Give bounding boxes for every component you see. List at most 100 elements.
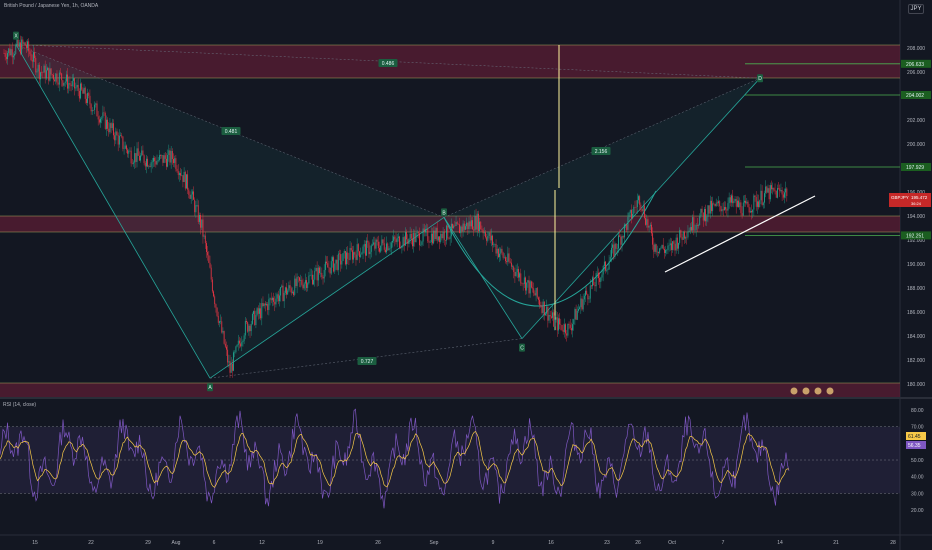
candle-body	[488, 232, 490, 236]
candle-body	[747, 201, 749, 208]
candle-body	[593, 277, 595, 286]
candle-body	[778, 188, 779, 189]
candle-body	[270, 298, 272, 301]
ratio-label-xb-bg	[378, 59, 398, 67]
candle-body	[450, 223, 452, 237]
candle-body	[28, 41, 30, 52]
candle-body	[455, 222, 457, 226]
candle-body	[741, 213, 743, 216]
candle-body	[386, 243, 387, 253]
candle-body	[95, 103, 97, 105]
candle-body	[202, 219, 204, 237]
candle-body	[326, 261, 327, 264]
candle-body	[8, 48, 10, 54]
candle-body	[716, 202, 718, 204]
candle-body	[353, 252, 355, 260]
candle-body	[615, 243, 617, 249]
candle-body	[740, 202, 742, 214]
rsi-tick: 40.00	[911, 475, 924, 481]
candle-body	[600, 277, 602, 282]
candle-body	[161, 155, 163, 156]
candle-body	[163, 155, 165, 163]
candle-body	[360, 254, 362, 258]
time-tick: 26	[635, 540, 641, 546]
candle-body	[69, 83, 71, 85]
candle-body	[16, 39, 18, 46]
candle-body	[113, 123, 114, 136]
candle-body	[361, 253, 363, 255]
candle-body	[661, 244, 663, 249]
candle-body	[547, 306, 549, 321]
ratio-label-xb2-bg	[221, 127, 241, 135]
candle-body	[114, 135, 116, 141]
candle-body	[620, 236, 622, 245]
candle-body	[80, 83, 81, 99]
candle-body	[124, 145, 126, 149]
candle-body	[686, 237, 688, 238]
candle-body	[307, 283, 309, 288]
candle-body	[94, 104, 96, 111]
level-tag-2: 204.002	[906, 93, 924, 99]
candle-body	[347, 252, 349, 259]
candle-body	[25, 45, 27, 49]
candle-body	[247, 322, 249, 332]
candle-body	[254, 311, 256, 325]
candle-body	[253, 311, 254, 314]
candle-body	[678, 242, 679, 249]
candle-body	[176, 168, 178, 172]
candle-body	[153, 157, 154, 162]
candle-body	[239, 340, 240, 344]
candle-body	[193, 191, 194, 200]
harmonic-leg	[209, 217, 445, 379]
candle-body	[174, 158, 176, 163]
candle-body	[552, 312, 553, 318]
candle-body	[445, 240, 446, 241]
candle-body	[420, 244, 422, 246]
price-tick: 208.000	[907, 46, 925, 52]
candle-body	[220, 321, 222, 322]
candle-body	[742, 202, 744, 216]
candle-body	[168, 150, 170, 156]
candle-body	[236, 344, 238, 347]
candle-body	[614, 243, 616, 257]
candle-body	[60, 72, 61, 74]
candle-body	[128, 150, 130, 154]
candle-body	[402, 237, 404, 247]
candle-body	[473, 229, 475, 231]
candle-body	[707, 205, 709, 217]
candle-body	[211, 279, 213, 292]
candle-body	[208, 255, 210, 263]
candle-body	[84, 87, 86, 99]
point-label-c: C	[520, 346, 524, 352]
candle-body	[545, 313, 546, 316]
candle-body	[181, 175, 183, 176]
candle-body	[405, 232, 406, 246]
candle-body	[367, 240, 369, 243]
price-tick: 194.000	[907, 214, 925, 220]
candle-body	[744, 200, 745, 203]
candle-body	[74, 78, 76, 89]
symbol-tag: GBPJPY	[891, 195, 909, 200]
candle-body	[739, 202, 741, 208]
candle-body	[281, 285, 283, 288]
candle-body	[279, 295, 280, 302]
candle-body	[182, 175, 184, 182]
candle-body	[714, 203, 716, 206]
candle-body	[693, 217, 695, 231]
candle-body	[576, 310, 578, 320]
currency-button[interactable]: JPY	[908, 4, 924, 14]
candle-body	[51, 74, 53, 75]
point-label-bg	[207, 383, 213, 392]
candle-body	[712, 203, 714, 212]
candle-body	[452, 223, 453, 229]
candle-body	[441, 233, 443, 239]
candle-body	[510, 262, 512, 267]
ratio-label-bd-bg	[591, 147, 611, 155]
candle-body	[246, 321, 247, 323]
candle-body	[291, 291, 293, 293]
harmonic-leg	[443, 217, 523, 339]
candle-body	[260, 308, 262, 319]
candle-body	[457, 223, 459, 225]
candle-body	[669, 243, 671, 246]
